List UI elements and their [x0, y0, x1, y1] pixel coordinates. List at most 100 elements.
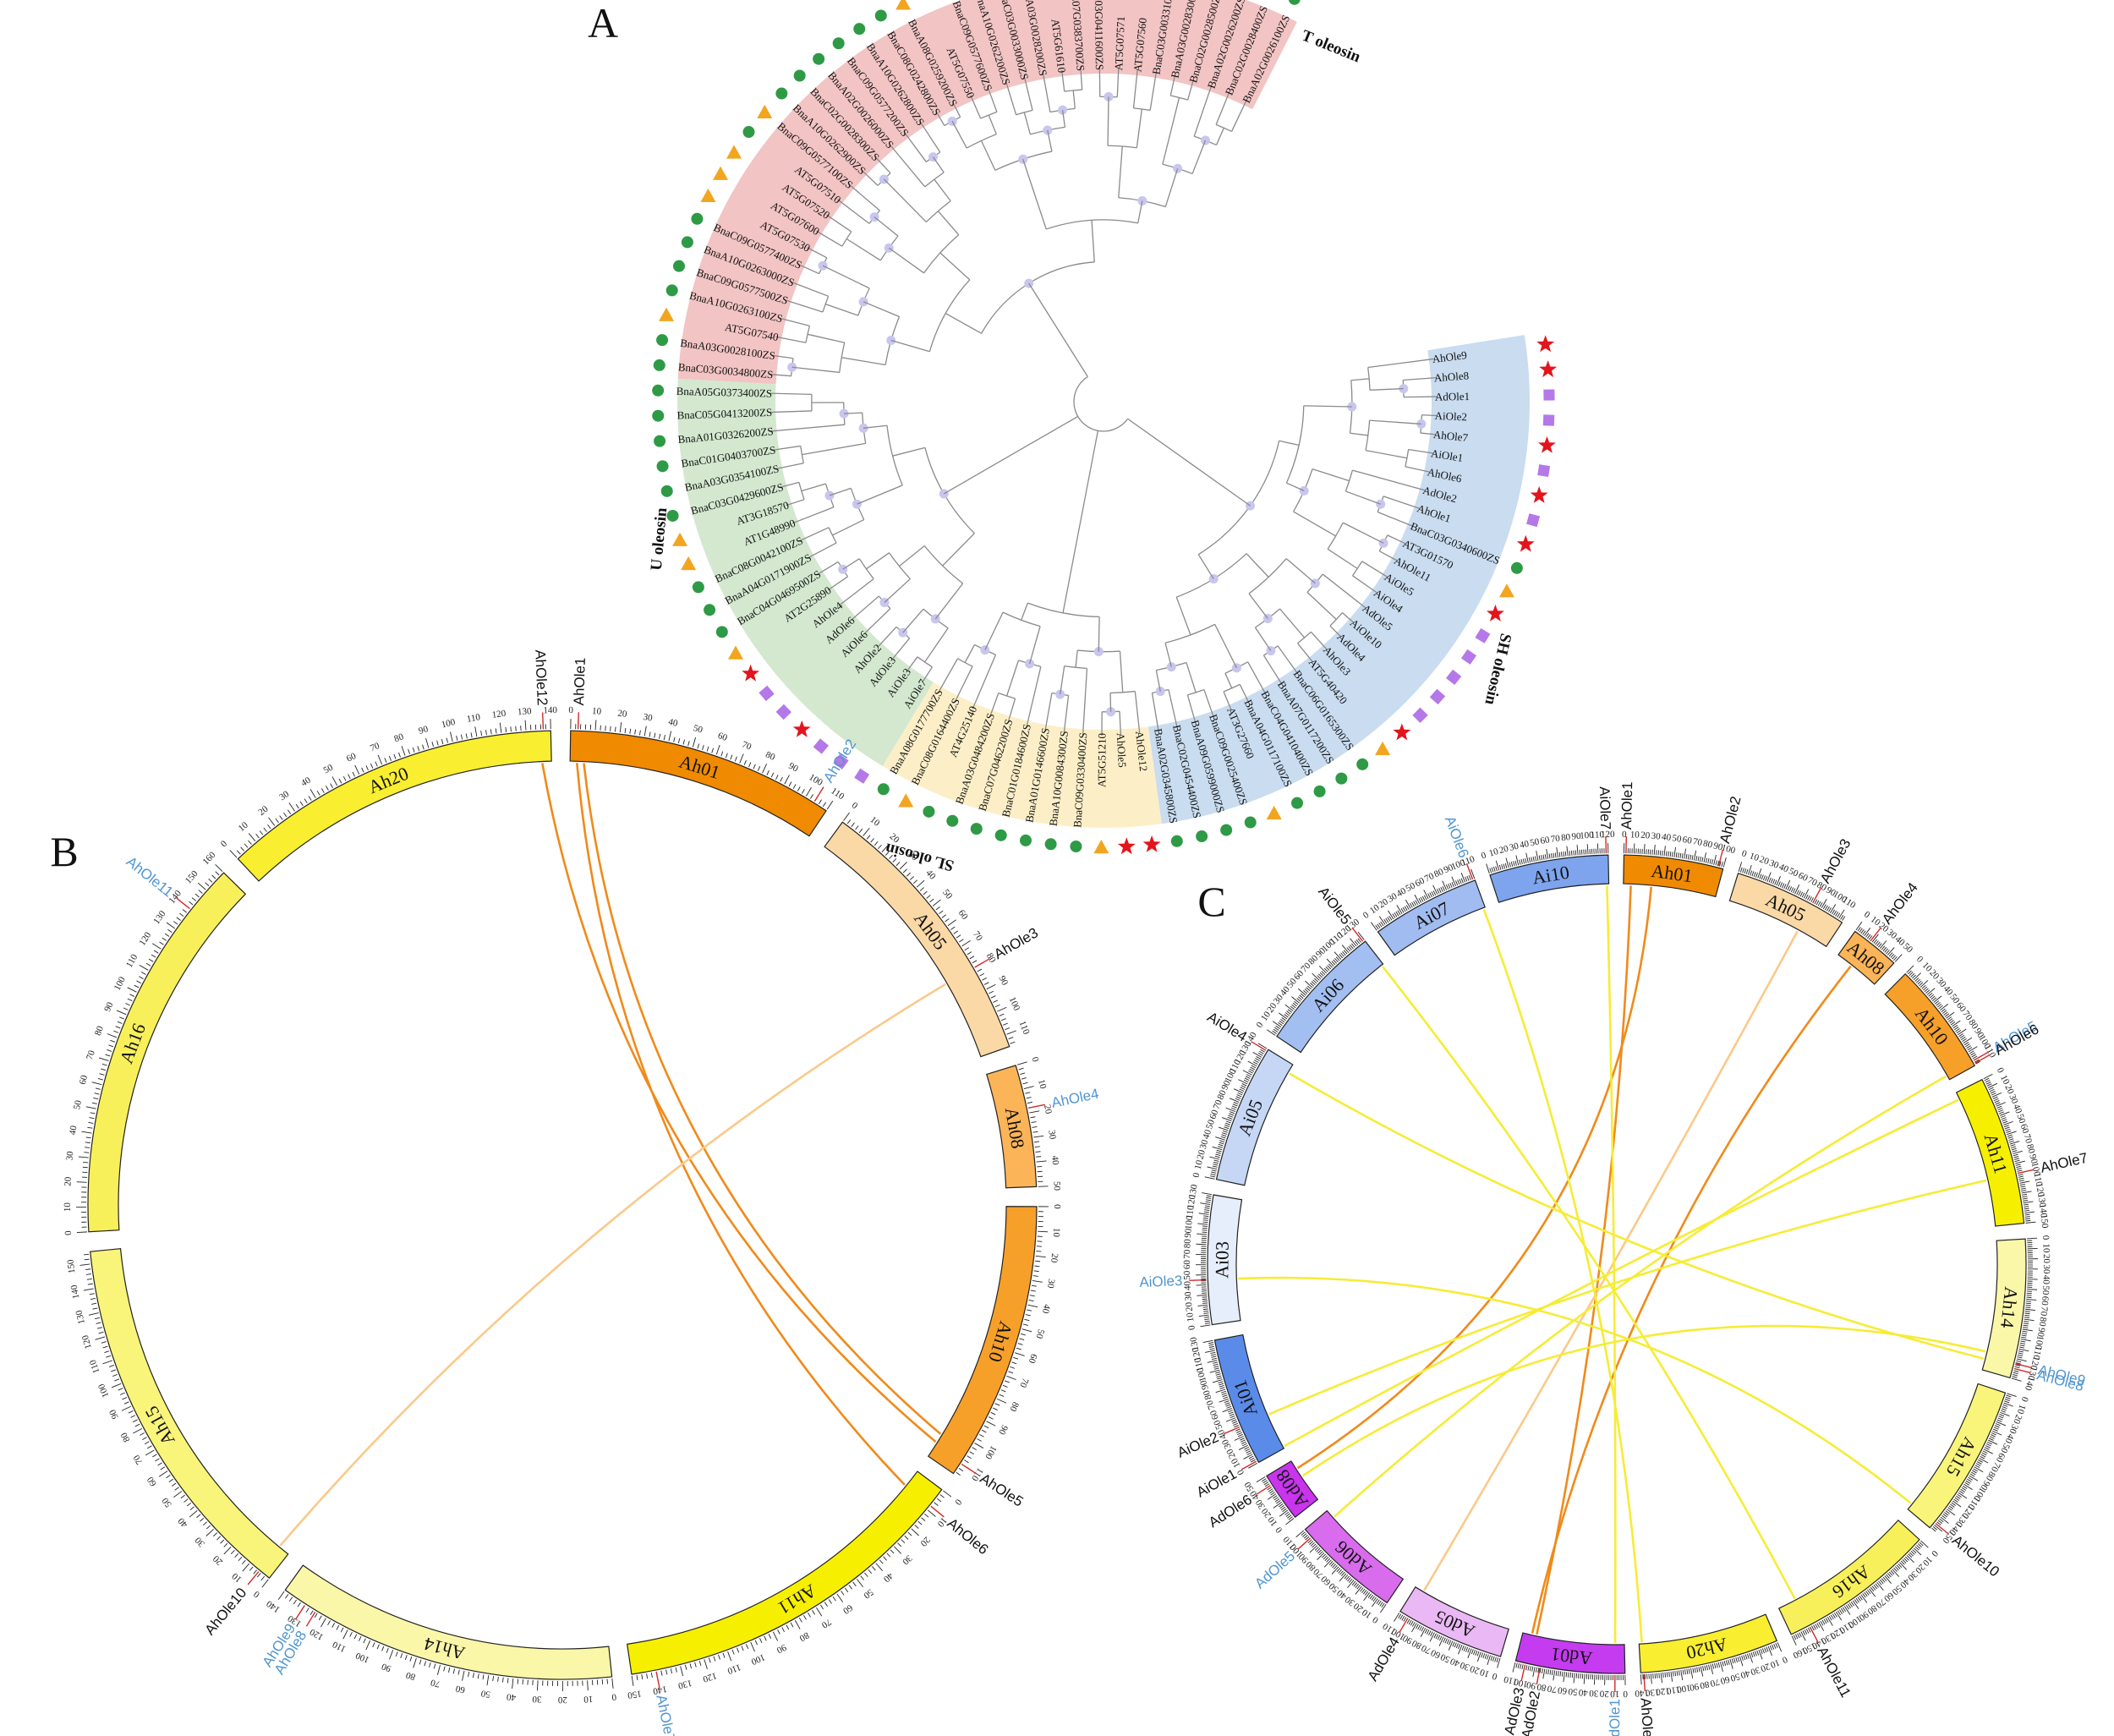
tick-mark: [1934, 1000, 1940, 1005]
tree-branch: [841, 357, 886, 366]
tick-mark: [1019, 1338, 1025, 1341]
tick-mark: [1937, 1520, 1943, 1525]
tick-mark: [1681, 853, 1684, 859]
tick-mark: [1413, 901, 1416, 906]
tree-branch: [772, 354, 794, 359]
tick-mark: [1553, 852, 1555, 858]
tick-mark: [121, 1405, 132, 1411]
tree-branch: [1084, 430, 1099, 498]
tree-branch: [904, 133, 927, 162]
tick-mark: [2015, 1362, 2021, 1365]
tick-mark: [2005, 1128, 2011, 1131]
circle-marker: [923, 805, 935, 818]
circle-marker: [775, 87, 788, 100]
bootstrap-node: [1058, 105, 1068, 115]
tree-branch: [906, 656, 918, 672]
tick-label: 150: [2039, 1213, 2051, 1229]
tick-mark: [1431, 891, 1435, 897]
triangle-marker: [1266, 805, 1282, 820]
tick-label: 110: [829, 786, 846, 802]
tick-mark: [194, 893, 200, 898]
tree-branch-arc: [1110, 690, 1136, 694]
tick-mark: [1957, 1028, 1967, 1036]
chromosome-ah05: [1728, 873, 1843, 948]
tick-mark: [921, 1517, 926, 1522]
star-marker: [1539, 360, 1558, 378]
tick-mark: [737, 1647, 740, 1653]
tick-label: 0: [1780, 1654, 1788, 1665]
tick-label: 110: [1503, 1673, 1519, 1687]
tick-mark: [94, 1093, 100, 1095]
tick-mark: [1024, 1318, 1030, 1322]
tick-mark: [316, 791, 320, 796]
tree-root-arc: [1073, 375, 1129, 432]
leaf-label: AT5G07571: [1112, 16, 1127, 71]
tick-mark: [1339, 954, 1344, 959]
tick-mark: [1750, 870, 1753, 876]
tick-mark: [1580, 849, 1583, 855]
tick-mark: [875, 1563, 884, 1571]
gene-label: AhOle5: [978, 1470, 1027, 1510]
tick-mark: [1563, 1672, 1565, 1683]
tick-mark: [1231, 1419, 1237, 1422]
circle-marker: [1070, 840, 1082, 852]
tick-mark: [1537, 1668, 1540, 1673]
tick-mark: [1744, 1654, 1748, 1660]
gene-tick: [1643, 1673, 1646, 1691]
tick-label: 30: [1749, 1664, 1761, 1677]
tick-mark: [1023, 1086, 1034, 1089]
tick-mark: [1010, 1366, 1016, 1369]
tick-mark: [1999, 1111, 2005, 1114]
tick-mark: [654, 732, 656, 738]
tick-mark: [1857, 1596, 1861, 1602]
tree-branch-arc: [924, 172, 945, 188]
tick-mark: [1484, 1653, 1487, 1659]
tick-mark: [754, 1640, 758, 1646]
tick-label: 150: [65, 1258, 77, 1273]
tick-mark: [720, 751, 724, 757]
tick-mark: [1821, 899, 1827, 908]
tick-mark: [1326, 1558, 1331, 1563]
tick-mark: [359, 1636, 362, 1641]
tick-mark: [932, 899, 941, 906]
tick-mark: [2025, 1306, 2031, 1308]
tick-mark: [1236, 1430, 1241, 1433]
tick-label: 60: [1557, 1684, 1568, 1695]
tick-mark: [994, 1403, 1000, 1406]
tick-mark: [741, 1646, 744, 1651]
tick-mark: [1033, 1270, 1039, 1273]
tick-mark: [76, 1231, 87, 1233]
tree-branch: [817, 561, 839, 575]
tick-mark: [1985, 1082, 1991, 1085]
chromosome-ah20: [1638, 1613, 1778, 1673]
tick-mark: [2023, 1323, 2029, 1325]
tick-mark: [1203, 1312, 1209, 1314]
tick-mark: [1957, 1493, 1962, 1498]
tick-mark: [1209, 1156, 1220, 1160]
tick-mark: [1996, 1419, 2002, 1422]
tick-mark: [990, 1411, 996, 1416]
tick-mark: [1273, 1502, 1283, 1509]
tick-label: 10: [1487, 846, 1499, 859]
tick-mark: [1873, 1584, 1878, 1590]
tick-mark: [83, 1288, 94, 1291]
tick-mark: [1852, 1600, 1859, 1609]
tick-mark: [1234, 1425, 1240, 1428]
tick-mark: [1833, 910, 1837, 916]
circle-marker: [1244, 816, 1257, 829]
tick-label: 90: [2027, 1153, 2039, 1165]
tick-mark: [1027, 1304, 1038, 1308]
tick-mark: [1032, 1131, 1038, 1133]
tick-mark: [331, 1623, 336, 1628]
tick-mark: [400, 1653, 403, 1659]
tick-mark: [892, 858, 897, 863]
tick-mark: [2020, 1187, 2026, 1190]
tick-mark: [1680, 1669, 1684, 1680]
tick-mark: [927, 1509, 936, 1517]
tick-mark: [133, 1427, 143, 1434]
tick-mark: [1215, 1153, 1221, 1156]
tree-branch: [807, 247, 828, 259]
tick-mark: [1803, 889, 1810, 899]
tick-mark: [1794, 1634, 1799, 1640]
tick-mark: [1196, 1243, 1207, 1246]
